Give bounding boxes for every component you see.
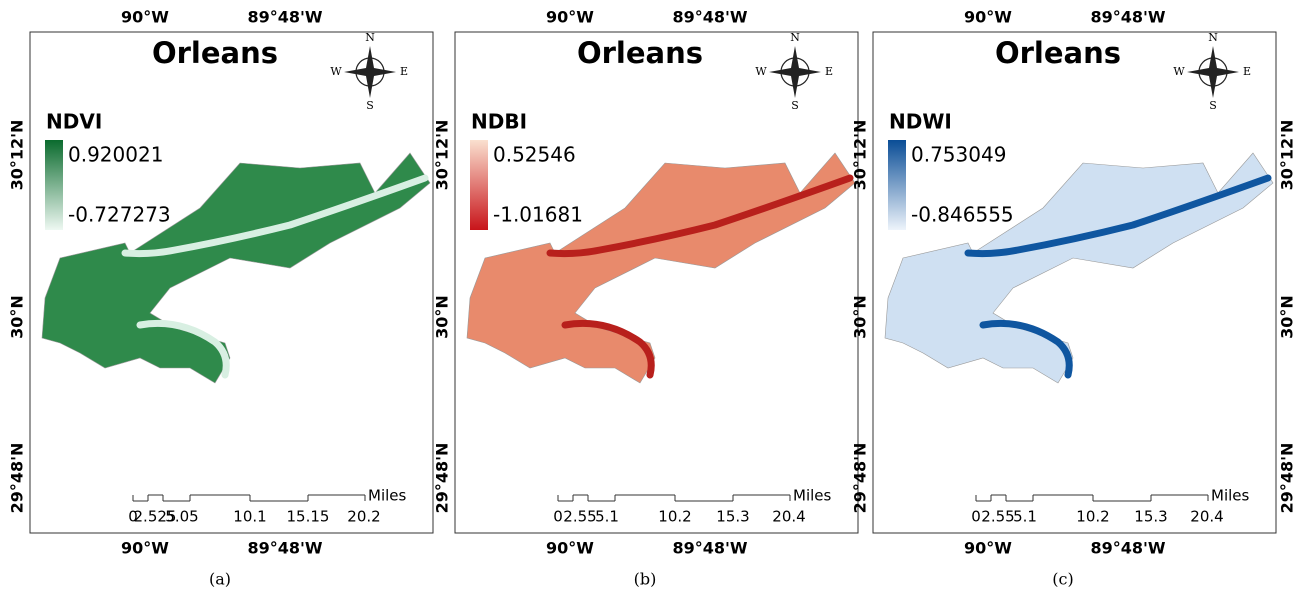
panel-caption: (c) bbox=[1052, 570, 1073, 589]
scale-label: 10.2 bbox=[1076, 508, 1109, 526]
top-lon-label: 90°W bbox=[121, 8, 169, 27]
top-lon-label: 90°W bbox=[964, 8, 1012, 27]
bottom-lon-label: 90°W bbox=[121, 539, 169, 558]
legend-title: NDBI bbox=[471, 110, 527, 134]
scale-unit: Miles bbox=[1211, 487, 1250, 505]
scale-label: 10.1 bbox=[233, 508, 266, 526]
compass-label: W bbox=[330, 65, 342, 78]
bottom-lon-label: 89°48'W bbox=[672, 539, 747, 558]
map-title: Orleans bbox=[995, 36, 1121, 70]
left-lat-label: 29°48'N bbox=[433, 443, 452, 514]
map-panel: Orleans N E S W NDBI 0.52546 -1.01681 90°W 90°W 89… bbox=[433, 8, 859, 589]
legend-min: -0.846555 bbox=[911, 203, 1014, 227]
legend-ramp bbox=[470, 140, 488, 230]
scale-label: 15.15 bbox=[287, 508, 330, 526]
scale-label: 15.3 bbox=[1134, 508, 1167, 526]
left-lat-label: 30°N bbox=[8, 295, 27, 339]
scale-bar bbox=[133, 495, 365, 501]
compass-label: S bbox=[366, 99, 374, 112]
study-area bbox=[885, 153, 1273, 383]
left-lat-label: 30°12'N bbox=[433, 120, 452, 191]
figure: Orleans N E S W NDVI 0.920021 -0.727273 90°W 90°W… bbox=[0, 0, 1301, 596]
scale-label: 5.05 bbox=[165, 508, 198, 526]
scale-label: 10.2 bbox=[658, 508, 691, 526]
scale-bar bbox=[558, 495, 790, 501]
compass-star bbox=[1187, 46, 1239, 98]
top-lon-label: 90°W bbox=[546, 8, 594, 27]
compass-label: W bbox=[1173, 65, 1185, 78]
legend-title: NDWI bbox=[889, 110, 952, 134]
left-lat-label: 30°N bbox=[851, 295, 870, 339]
left-lat-label: 30°N bbox=[433, 295, 452, 339]
scale-label: 20.4 bbox=[772, 508, 805, 526]
bottom-lon-label: 90°W bbox=[546, 539, 594, 558]
bottom-lon-label: 90°W bbox=[964, 539, 1012, 558]
compass-label: E bbox=[400, 65, 408, 78]
right-lat-label: 30°N bbox=[1278, 295, 1297, 339]
scale-bar bbox=[976, 495, 1208, 501]
legend-max: 0.753049 bbox=[911, 143, 1006, 167]
compass-star bbox=[769, 46, 821, 98]
bottom-lon-label: 89°48'W bbox=[247, 539, 322, 558]
panel-caption: (b) bbox=[634, 570, 657, 589]
scale-label: 20.2 bbox=[347, 508, 380, 526]
top-lon-label: 89°48'W bbox=[672, 8, 747, 27]
compass-label: N bbox=[365, 31, 375, 44]
map-title: Orleans bbox=[577, 36, 703, 70]
scale-label: 20.4 bbox=[1190, 508, 1223, 526]
scale-label: 15.3 bbox=[716, 508, 749, 526]
compass-label: N bbox=[1208, 31, 1218, 44]
legend-min: -0.727273 bbox=[68, 203, 171, 227]
left-lat-label: 30°12'N bbox=[8, 120, 27, 191]
map-panel: Orleans N E S W NDWI 0.753049 -0.846555 90°W 90°W… bbox=[851, 8, 1297, 589]
right-lat-label: 30°12'N bbox=[1278, 120, 1297, 191]
scale-unit: Miles bbox=[793, 487, 832, 505]
left-lat-label: 29°48'N bbox=[8, 443, 27, 514]
scale-unit: Miles bbox=[368, 487, 407, 505]
map-title: Orleans bbox=[152, 36, 278, 70]
scale-label: 2.55 bbox=[563, 508, 596, 526]
compass-star bbox=[344, 46, 396, 98]
compass-label: W bbox=[755, 65, 767, 78]
bottom-lon-label: 89°48'W bbox=[1090, 539, 1165, 558]
right-lat-label: 29°48'N bbox=[1278, 443, 1297, 514]
top-lon-label: 89°48'W bbox=[247, 8, 322, 27]
scale-label: 5.1 bbox=[595, 508, 619, 526]
compass-label: S bbox=[1209, 99, 1217, 112]
study-area bbox=[467, 153, 855, 383]
left-lat-label: 30°12'N bbox=[851, 120, 870, 191]
compass-label: E bbox=[825, 65, 833, 78]
legend-min: -1.01681 bbox=[493, 203, 583, 227]
map-panel: Orleans N E S W NDVI 0.920021 -0.727273 90°W 90°W… bbox=[8, 8, 434, 589]
scale-label: 2.55 bbox=[981, 508, 1014, 526]
compass-label: N bbox=[790, 31, 800, 44]
legend-ramp bbox=[45, 140, 63, 230]
scale-label: 5.1 bbox=[1013, 508, 1037, 526]
scale-label: 0 bbox=[553, 508, 563, 526]
legend-title: NDVI bbox=[46, 110, 102, 134]
study-area bbox=[42, 153, 430, 383]
compass-label: S bbox=[791, 99, 799, 112]
left-lat-label: 29°48'N bbox=[851, 443, 870, 514]
legend-ramp bbox=[888, 140, 906, 230]
panel-caption: (a) bbox=[209, 570, 231, 589]
legend-max: 0.920021 bbox=[68, 143, 163, 167]
scale-label: 0 bbox=[971, 508, 981, 526]
compass-label: E bbox=[1243, 65, 1251, 78]
top-lon-label: 89°48'W bbox=[1090, 8, 1165, 27]
legend-max: 0.52546 bbox=[493, 143, 576, 167]
